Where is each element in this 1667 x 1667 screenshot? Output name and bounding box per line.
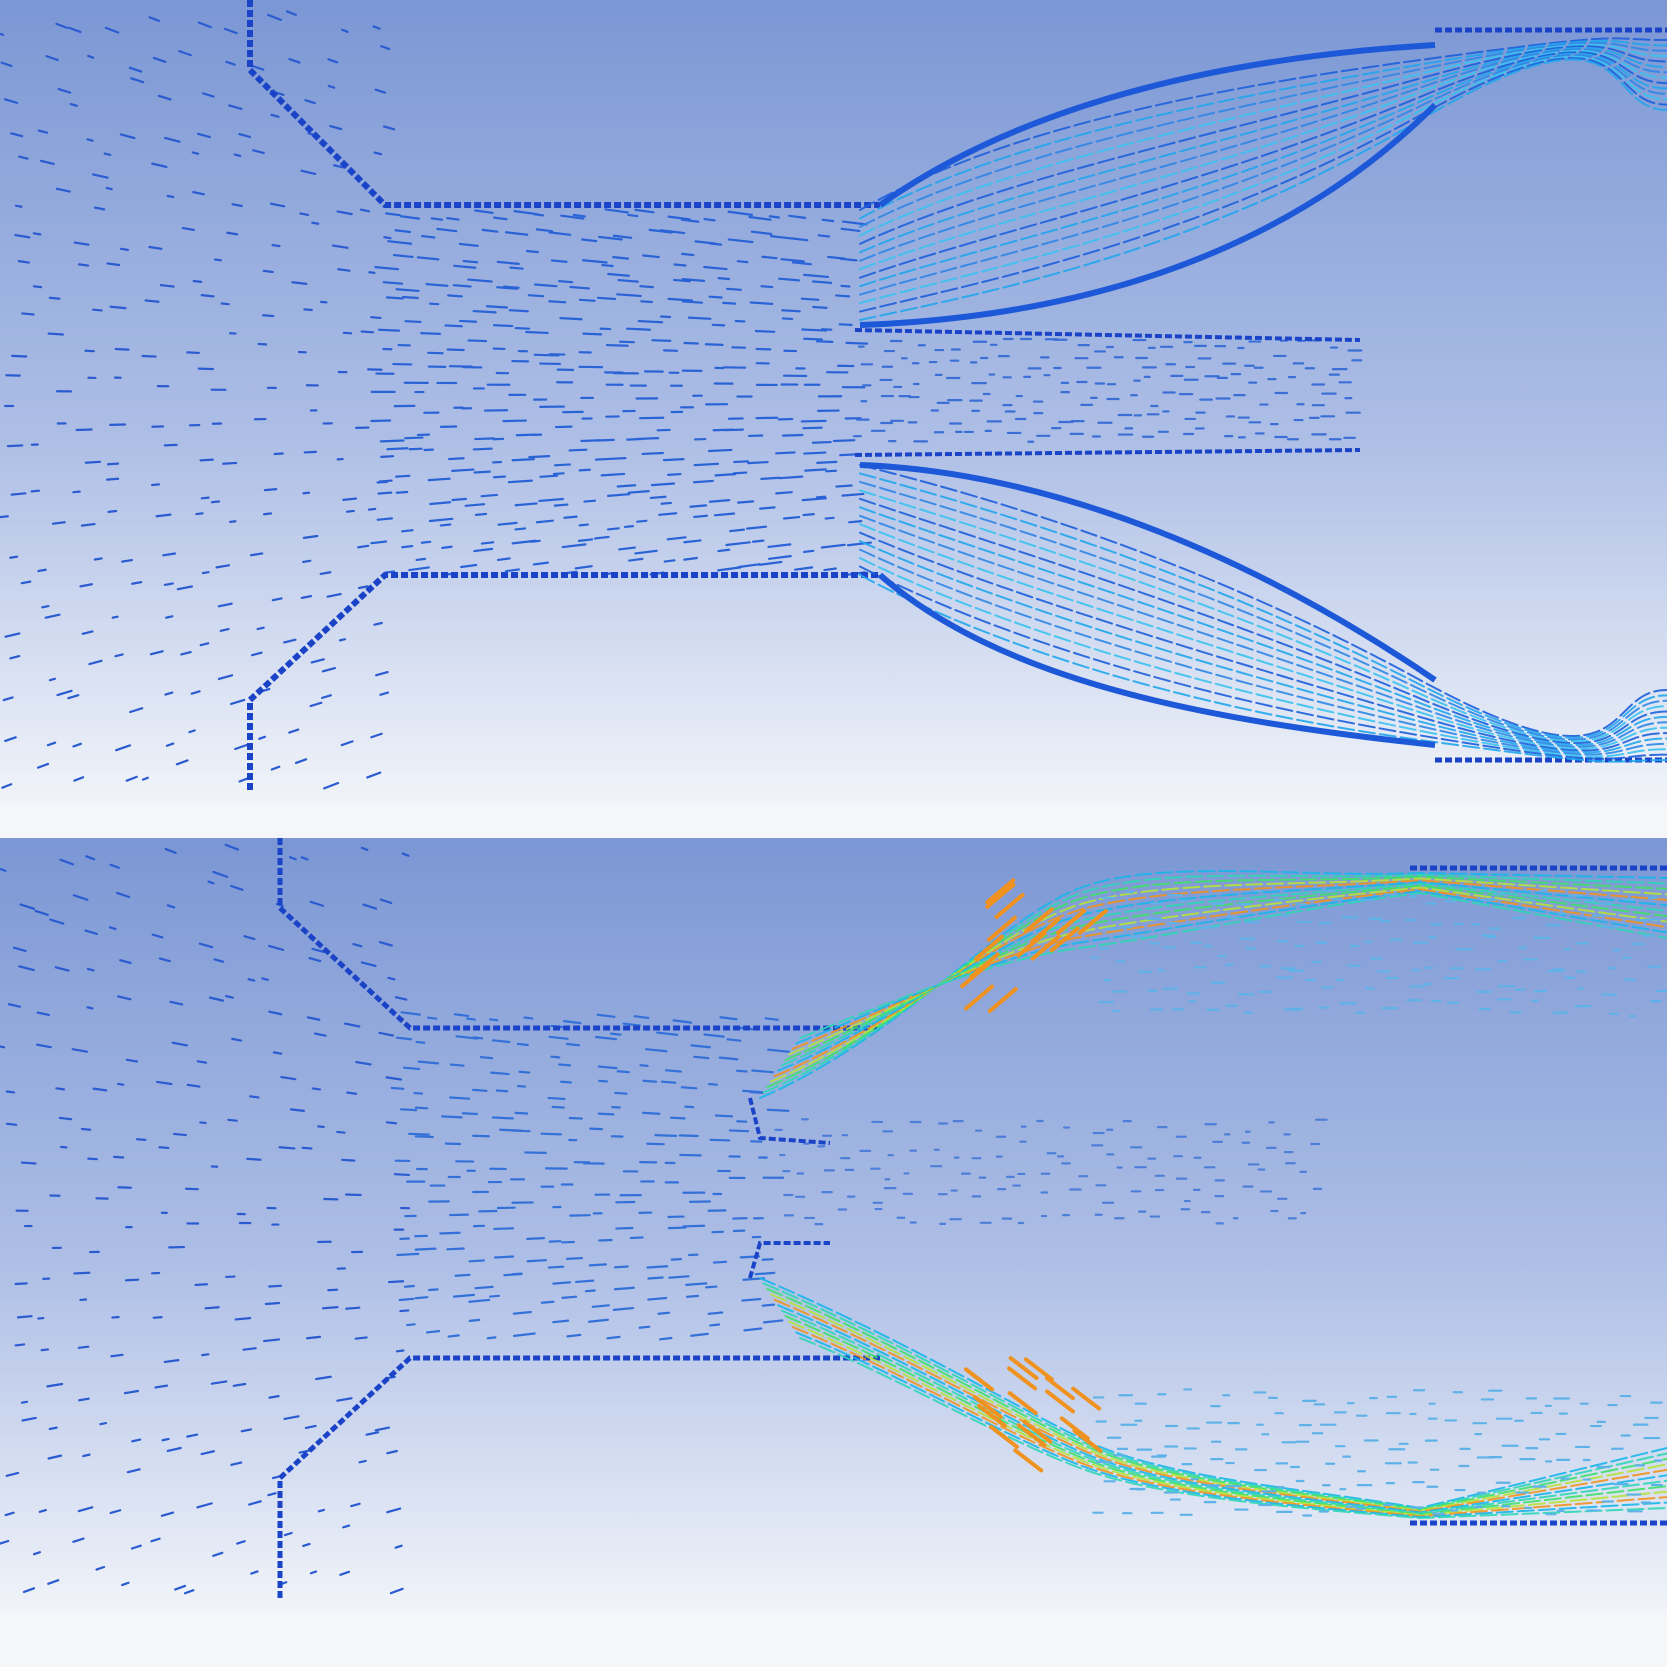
- splitter-upper-wall: [854, 328, 1361, 342]
- lower-duct-streamlines: [859, 464, 1667, 763]
- center-channel-vectors: [852, 337, 1363, 443]
- center-channel-vectors: [774, 1118, 1328, 1226]
- inlet-vectors: [0, 10, 396, 790]
- lower-outlet-vectors: [1092, 1388, 1663, 1517]
- upper-jet-peak-zone: [960, 878, 1108, 1014]
- lower-jet-peak-zone: [964, 1356, 1103, 1473]
- lower-duct-outline: [859, 462, 1437, 748]
- lower-chamber-wall: [247, 572, 880, 790]
- bottom-margin: [0, 1613, 1667, 1667]
- splitter-lower-lip: [748, 1241, 830, 1279]
- splitter-upper-lip: [748, 1097, 831, 1145]
- inlet-vectors: [0, 843, 411, 1595]
- lower-jet-streamlines: [759, 1277, 1667, 1520]
- upper-chamber-wall: [277, 838, 880, 1031]
- chamber-vectors: [370, 208, 873, 577]
- velocity-vector-field-top: [0, 0, 1667, 805]
- splitter-lower-wall: [854, 448, 1361, 457]
- chamber-vectors: [390, 1011, 790, 1341]
- velocity-vector-field-bottom: [0, 838, 1667, 1613]
- lower-chamber-wall: [277, 1355, 880, 1598]
- cfd-panel-top: [0, 0, 1667, 805]
- panel-divider: [0, 805, 1667, 838]
- upper-duct-streamlines: [859, 37, 1667, 321]
- upper-chamber-wall: [247, 0, 880, 208]
- background-gradient: [0, 838, 1667, 1613]
- upper-duct-outline: [859, 42, 1438, 328]
- upper-outlet-vectors: [1090, 889, 1667, 1018]
- cfd-panel-bottom: [0, 838, 1667, 1613]
